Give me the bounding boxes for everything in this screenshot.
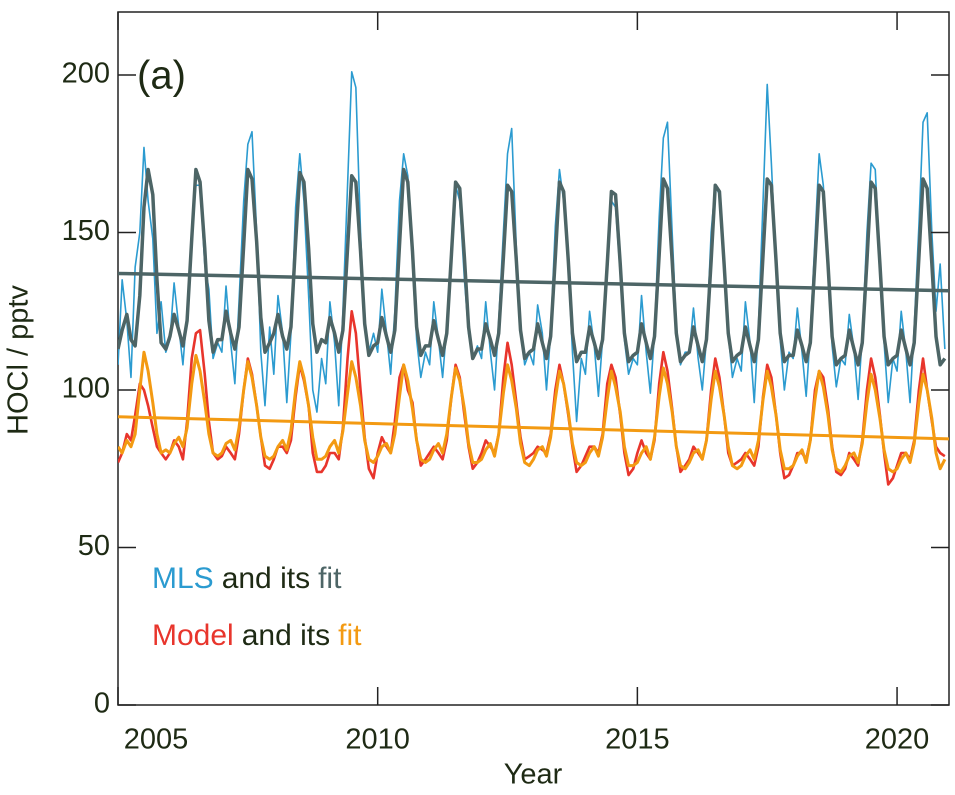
trend-line <box>118 415 949 441</box>
x-tick-label: 2020 <box>865 724 930 756</box>
y-axis-label: HOCl / pptv <box>3 285 35 435</box>
x-tick-label: 2015 <box>605 724 670 756</box>
y-tick-label: 0 <box>94 688 110 720</box>
series-line <box>118 350 947 474</box>
trend-line <box>118 271 949 293</box>
x-tick-label: 2010 <box>345 724 410 756</box>
y-tick-label: 50 <box>78 530 110 562</box>
x-tick-label: 2005 <box>124 724 189 756</box>
y-tick-label: 100 <box>62 373 110 405</box>
legend-entry: MLS <box>152 562 214 595</box>
plot-area <box>118 71 949 486</box>
x-axis-label: Year <box>504 759 563 791</box>
legend-connector: and its <box>242 619 330 652</box>
series-line <box>118 167 947 367</box>
legend-entry: fit <box>318 562 342 595</box>
y-tick-label: 200 <box>62 58 110 90</box>
panel-annotation: (a) <box>137 54 186 98</box>
legend-entry: Model <box>152 619 234 652</box>
y-tick-label: 150 <box>62 215 110 247</box>
legend-entry: fit <box>338 619 362 652</box>
legend-connector: and its <box>222 562 310 595</box>
